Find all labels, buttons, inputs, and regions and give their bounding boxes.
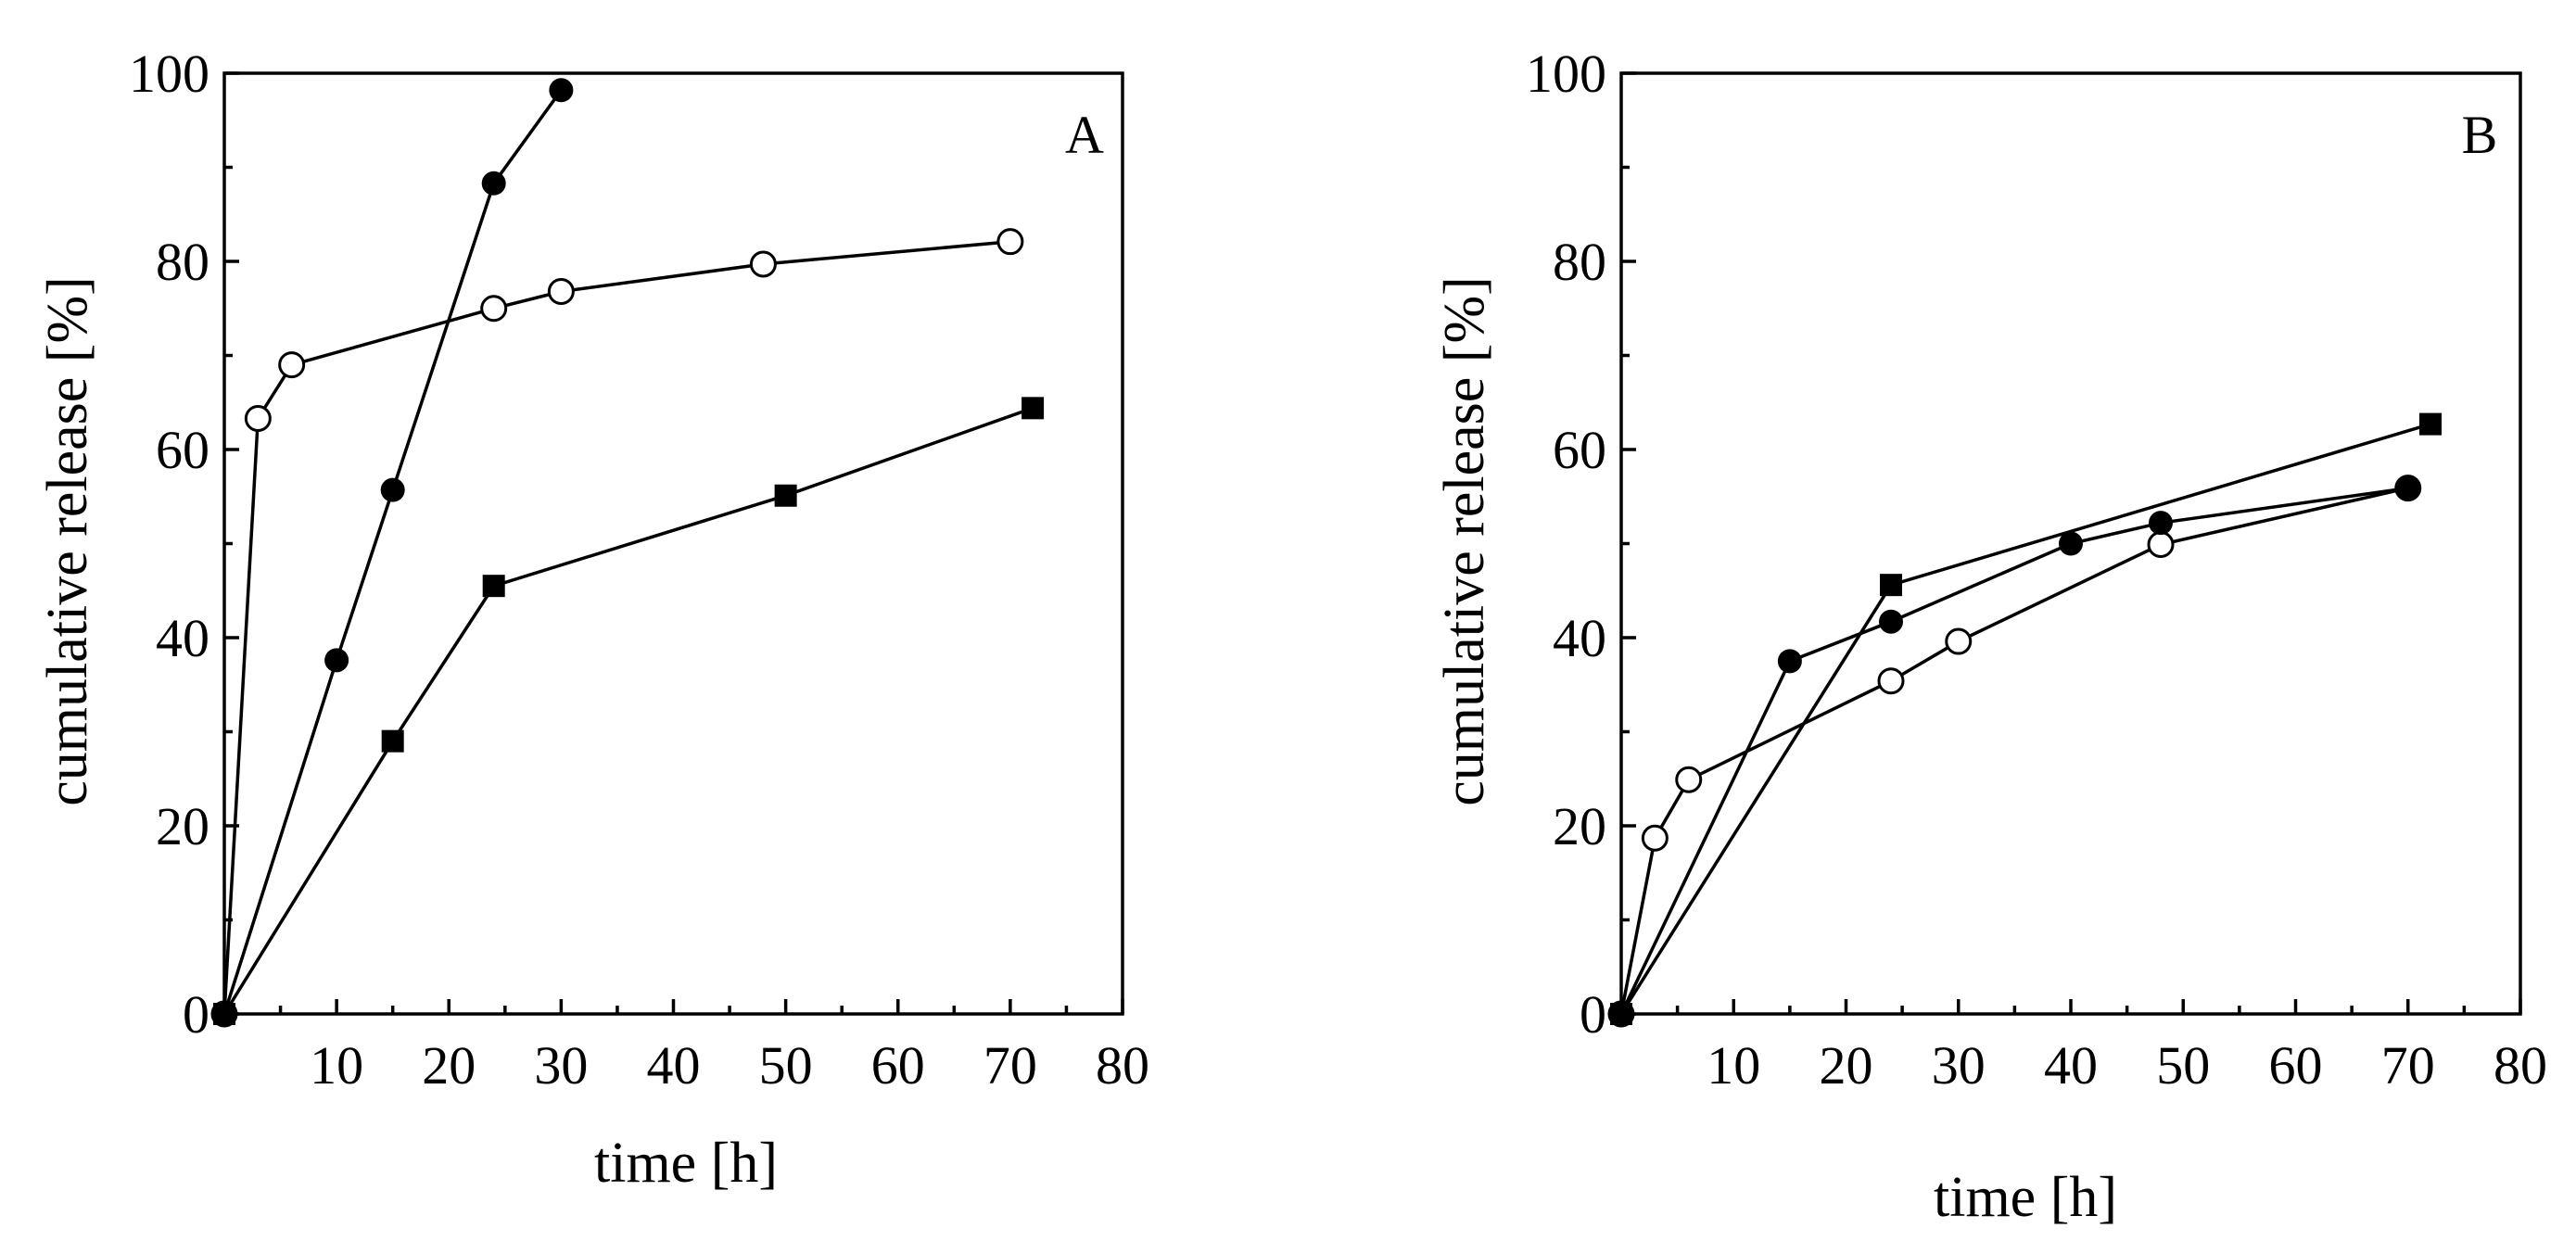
filled-square-marker bbox=[381, 729, 404, 753]
filled-circle-marker bbox=[2149, 511, 2173, 536]
x-tick-label: 40 bbox=[2044, 1035, 2098, 1096]
y-tick-label: 0 bbox=[1580, 984, 1606, 1045]
filled-circle-marker bbox=[2395, 475, 2420, 500]
panel-a-frame bbox=[222, 71, 1124, 1016]
filled-circle-marker bbox=[2059, 531, 2083, 556]
x-tick-label: 70 bbox=[983, 1035, 1037, 1096]
x-tick-label: 60 bbox=[871, 1035, 925, 1096]
y-tick-label: 60 bbox=[1553, 420, 1606, 480]
filled-square-series-line bbox=[1619, 422, 2431, 1015]
y-tick-label: 0 bbox=[183, 984, 209, 1045]
panel-b-tick-labels: 10 20 30 40 50 60 70 80 0 20 40 60 80 100 bbox=[1526, 44, 2547, 1096]
panel-b-y-axis-title: cumulative release [%] bbox=[1433, 276, 1496, 805]
x-tick-label: 10 bbox=[310, 1035, 363, 1096]
x-tick-label: 80 bbox=[1096, 1035, 1149, 1096]
filled-square-marker bbox=[1022, 397, 1045, 420]
filled-square-marker bbox=[1880, 574, 1902, 597]
panel-a-series bbox=[210, 78, 1045, 1028]
open-circle-marker bbox=[278, 351, 306, 379]
x-tick-label: 50 bbox=[759, 1035, 813, 1096]
filled-circle-marker bbox=[481, 171, 506, 196]
x-tick-label: 40 bbox=[647, 1035, 701, 1096]
y-tick-label: 40 bbox=[1553, 608, 1606, 668]
panel-b-letter: B bbox=[2462, 105, 2498, 165]
filled-circle-marker bbox=[324, 648, 349, 673]
filled-circle-marker bbox=[549, 78, 574, 103]
x-tick-label: 20 bbox=[422, 1035, 476, 1096]
y-tick-label: 60 bbox=[156, 420, 209, 480]
filled-square-marker bbox=[1610, 1003, 1632, 1025]
open-circle-marker bbox=[1877, 667, 1905, 695]
panel-a-x-axis-title: time [h] bbox=[594, 1132, 778, 1195]
x-tick-label: 80 bbox=[2494, 1035, 2547, 1096]
open-circle-marker bbox=[1641, 824, 1669, 852]
x-tick-label: 70 bbox=[2381, 1035, 2435, 1096]
open-circle-marker bbox=[1945, 627, 1973, 655]
x-tick-label: 50 bbox=[2156, 1035, 2210, 1096]
y-tick-label: 40 bbox=[156, 608, 209, 668]
open-circle-marker bbox=[2147, 531, 2175, 559]
open-circle-marker bbox=[749, 250, 777, 278]
x-tick-label: 20 bbox=[1820, 1035, 1873, 1096]
panel-a-letter: A bbox=[1065, 105, 1104, 165]
x-tick-label: 30 bbox=[534, 1035, 588, 1096]
panel-a-y-axis-title: cumulative release [%] bbox=[36, 276, 99, 805]
filled-square-marker bbox=[482, 575, 505, 598]
open-circle-marker bbox=[1675, 766, 1703, 793]
y-tick-label: 20 bbox=[156, 796, 209, 856]
filled-square-series-line bbox=[222, 406, 1034, 1015]
open-circle-marker bbox=[480, 295, 508, 323]
filled-square-marker bbox=[774, 484, 797, 507]
y-tick-label: 80 bbox=[1553, 232, 1606, 292]
filled-square-marker bbox=[2419, 412, 2442, 436]
open-circle-series-line bbox=[222, 239, 1011, 1015]
y-tick-label: 80 bbox=[156, 232, 209, 292]
open-circle-marker bbox=[244, 405, 272, 433]
y-tick-label: 100 bbox=[1526, 44, 1606, 104]
x-tick-label: 10 bbox=[1707, 1035, 1760, 1096]
panel-a-tick-labels: 10 20 30 40 50 60 70 80 0 20 40 60 80 100 bbox=[129, 44, 1149, 1096]
open-circle-marker bbox=[547, 277, 575, 305]
filled-circle-marker bbox=[380, 477, 405, 502]
filled-circle-marker bbox=[1879, 609, 1903, 634]
panel-b-x-axis-title: time [h] bbox=[1934, 1166, 2117, 1229]
y-tick-label: 20 bbox=[1553, 796, 1606, 856]
panel-b-series bbox=[1607, 412, 2442, 1028]
filled-circle-marker bbox=[1777, 649, 1802, 674]
x-tick-label: 30 bbox=[1932, 1035, 1986, 1096]
y-tick-label: 100 bbox=[129, 44, 209, 104]
panel-a-ticks bbox=[224, 71, 1124, 1016]
x-tick-label: 60 bbox=[2269, 1035, 2323, 1096]
filled-square-marker bbox=[213, 1003, 235, 1025]
filled-circle-series-line bbox=[222, 89, 563, 1015]
open-circle-marker bbox=[996, 228, 1024, 256]
filled-circle-series-line bbox=[1619, 486, 2409, 1015]
